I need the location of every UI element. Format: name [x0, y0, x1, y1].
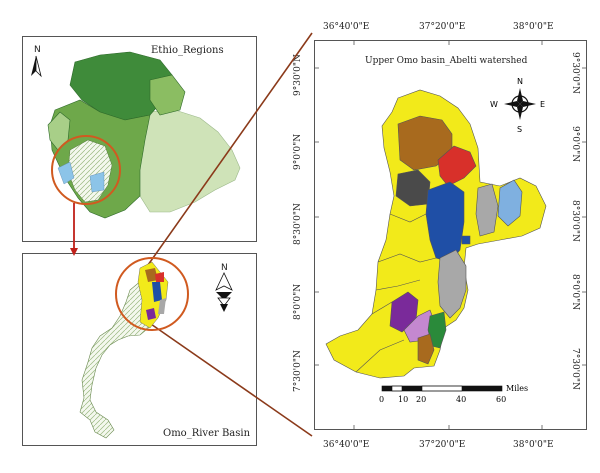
- bottom-lon-label-3: 38°0'0"E: [513, 440, 554, 450]
- ethiopia-region-light-east: [137, 109, 241, 213]
- scale-tick-20: 20: [416, 395, 426, 404]
- ethiopia-highlight-circle: [51, 135, 121, 205]
- ethiopia-region-northeast: [149, 74, 186, 116]
- scale-tick-60: 60: [496, 395, 506, 404]
- scale-tick-0: 0: [379, 395, 384, 404]
- omo-subbasin-gray: [158, 298, 166, 314]
- omo-panel-title: Omo_River Basin: [163, 428, 251, 439]
- scale-bar: 0 10 20 40 60 Miles: [379, 384, 528, 404]
- omo-subbasin-purple: [146, 308, 156, 320]
- omo-highlight-circle: [115, 257, 189, 331]
- omo-north-arrow: N: [215, 263, 233, 312]
- top-lon-label-1: 36°40'0"E: [323, 22, 370, 32]
- scale-unit: Miles: [506, 384, 528, 393]
- compass-rose: N S E W: [490, 77, 545, 134]
- top-lon-label-2: 37°20'0"E: [419, 22, 466, 32]
- ethiopia-panel-title: Ethio_Regions: [151, 45, 224, 56]
- subbasin-green: [427, 311, 447, 349]
- omo-subbasins-blue: [57, 161, 105, 193]
- omo-basin-outline: [79, 279, 153, 439]
- subbasin-lightblue: [497, 179, 523, 227]
- connector-lines: [70, 32, 313, 437]
- subbasin-blue-small: [461, 235, 471, 245]
- top-lon-label-3: 38°0'0"E: [513, 22, 554, 32]
- omo-subbasin-red: [155, 272, 164, 282]
- bottom-lon-label-1: 36°40'0"E: [323, 440, 370, 450]
- subbasin-brown-south: [417, 333, 435, 365]
- compass-s-label: S: [517, 125, 522, 134]
- graticule-ticks: [314, 40, 587, 430]
- omo-north-label: N: [221, 263, 228, 273]
- bottom-lon-label-2: 37°20'0"E: [419, 440, 466, 450]
- subbasin-gray-east: [475, 183, 499, 237]
- scale-tick-10: 10: [398, 395, 408, 404]
- compass-w-label: W: [490, 100, 498, 109]
- ethiopia-north-arrow: N: [31, 45, 42, 78]
- scale-tick-40: 40: [456, 395, 466, 404]
- abelti-panel-title: Upper Omo basin_Abelti watershed: [365, 56, 528, 66]
- compass-n-label: N: [517, 77, 523, 86]
- ethiopia-north-label: N: [34, 45, 41, 55]
- compass-e-label: E: [540, 100, 545, 109]
- subbasin-boundaries: [355, 213, 437, 373]
- subbasin-red: [437, 145, 477, 187]
- subbasin-gray-south: [437, 249, 467, 319]
- omo-subbasin-blue: [152, 282, 162, 302]
- abelti-watershed-map: [325, 89, 547, 379]
- omo-subbasin-brown: [145, 268, 158, 282]
- ethiopia-map: [47, 51, 241, 219]
- omo-basin-map: [79, 257, 189, 439]
